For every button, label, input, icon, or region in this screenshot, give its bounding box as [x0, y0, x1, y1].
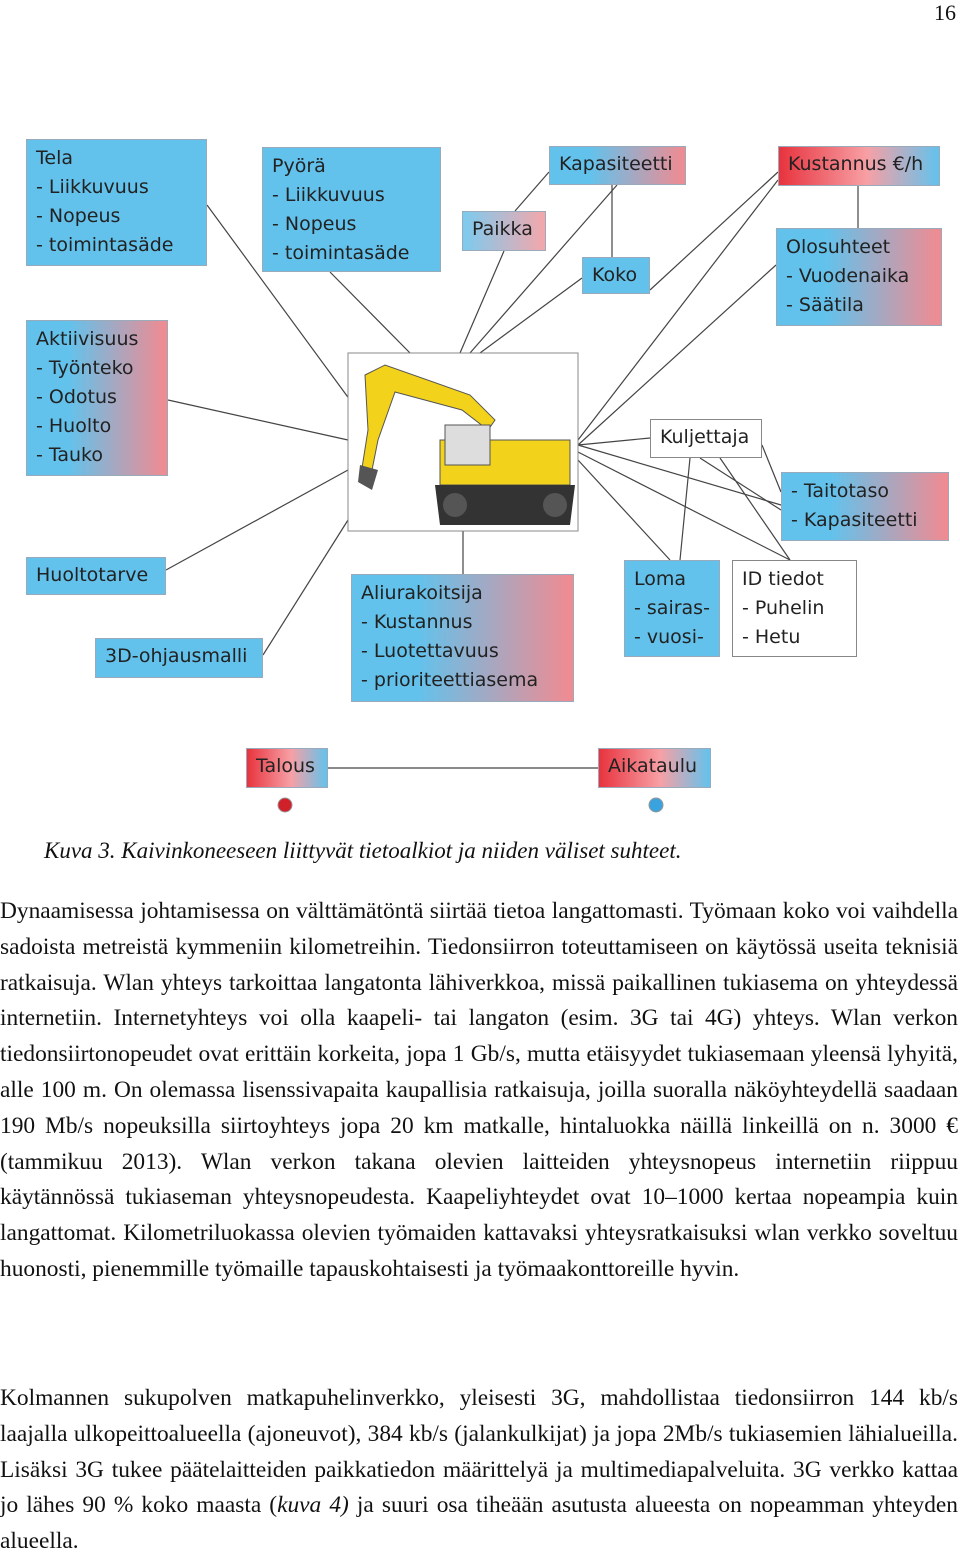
node-line: Aikataulu	[608, 755, 698, 777]
diagram-node: Koko	[582, 257, 650, 294]
node-line: Pyörä	[272, 155, 326, 177]
connectors	[165, 171, 859, 813]
diagram-node: 3D-ohjausmalli	[95, 638, 263, 678]
page-number: 16	[934, 0, 956, 25]
paragraph: Dynaamisessa johtamisessa on välttämätön…	[0, 898, 958, 1282]
node-line: Huoltotarve	[36, 564, 149, 586]
node-line: Tela	[36, 147, 73, 169]
node-line: Koko	[592, 264, 638, 286]
node-line: - Liikkuvuus	[272, 184, 385, 206]
diagram-node: Aktiivisuus - Työnteko - Odotus - Huolto - T…	[26, 320, 168, 476]
text: ja suuri osa tiheään asutusta alueesta o…	[0, 1492, 958, 1555]
paragraph: Kolmannen sukupolven matkapuhelinverkko,…	[0, 1381, 958, 1560]
diagram-node: Huoltotarve	[26, 557, 166, 595]
node-line: - Säätila	[786, 294, 864, 316]
node-line: - sairas-	[634, 597, 710, 619]
node-line: Loma	[634, 568, 687, 590]
diagram-node: Olosuhteet - Vuodenaika - Säätila	[776, 228, 942, 326]
diagram-node: Aliurakoitsija - Kustannus - Luotettavuus -…	[351, 574, 574, 702]
legend-item: Talous	[246, 748, 328, 788]
node-line: - Nopeus	[36, 205, 121, 227]
node-line: - Luotettavuus	[361, 640, 499, 662]
diagram-node: Kapasiteetti	[549, 146, 686, 185]
node-line: - Liikkuvuus	[36, 176, 149, 198]
node-line: Kapasiteetti	[559, 153, 673, 175]
node-line: - Tauko	[36, 444, 103, 466]
diagram-node: Tela - Liikkuvuus - Nopeus - toimintasäde	[26, 139, 207, 266]
node-line: - Huolto	[36, 415, 112, 437]
node-line: - Nopeus	[272, 213, 357, 235]
node-line: - Hetu	[742, 626, 801, 648]
node-line: - vuosi-	[634, 626, 704, 648]
node-line: Aliurakoitsija	[361, 582, 483, 604]
node-line: Kuljettaja	[660, 426, 750, 448]
diagram-node: Kustannus €/h	[778, 146, 940, 186]
node-line: - toimintasäde	[272, 242, 410, 264]
node-line: - toimintasäde	[36, 234, 174, 256]
node-line: - Taitotaso	[791, 480, 889, 502]
node-line: ID tiedot	[742, 568, 824, 590]
diagram-node: - Taitotaso - Kapasiteetti	[781, 472, 949, 541]
node-line: - prioriteettiasema	[361, 669, 539, 691]
text: Kolmannen sukupolven matkapuhelinverkko,…	[0, 1385, 958, 1519]
diagram-node: Paikka	[462, 211, 546, 251]
node-line: Aktiivisuus	[36, 328, 139, 350]
figure-caption: Kuva 3. Kaivinkoneeseen liittyvät tietoa…	[44, 838, 682, 863]
excavator	[358, 364, 575, 525]
node-line: Talous	[256, 755, 315, 777]
diagram-node: Pyörä - Liikkuvuus - Nopeus - toimintasäde	[262, 147, 441, 272]
diagram-node: Loma - sairas- - vuosi-	[624, 560, 720, 657]
node-line: Paikka	[472, 218, 533, 240]
node-line: 3D-ohjausmalli	[105, 645, 248, 667]
figure: Tela - Liikkuvuus - Nopeus - toimintasäde Py…	[26, 139, 949, 813]
node-line: - Kustannus	[361, 611, 473, 633]
legend-item: Aikataulu	[598, 748, 711, 788]
node-line: Kustannus €/h	[788, 153, 924, 175]
diagram-node: Kuljettaja	[650, 419, 762, 458]
node-line: - Kapasiteetti	[791, 509, 918, 531]
diagram-node: ID tiedot - Puhelin - Hetu	[732, 560, 857, 657]
node-line: - Vuodenaika	[786, 265, 910, 287]
node-line: - Puhelin	[742, 597, 825, 619]
node-line: Olosuhteet	[786, 236, 891, 258]
node-line: - Työnteko	[36, 357, 134, 379]
emphasis: kuva 4)	[277, 1492, 349, 1519]
node-line: - Odotus	[36, 386, 117, 408]
